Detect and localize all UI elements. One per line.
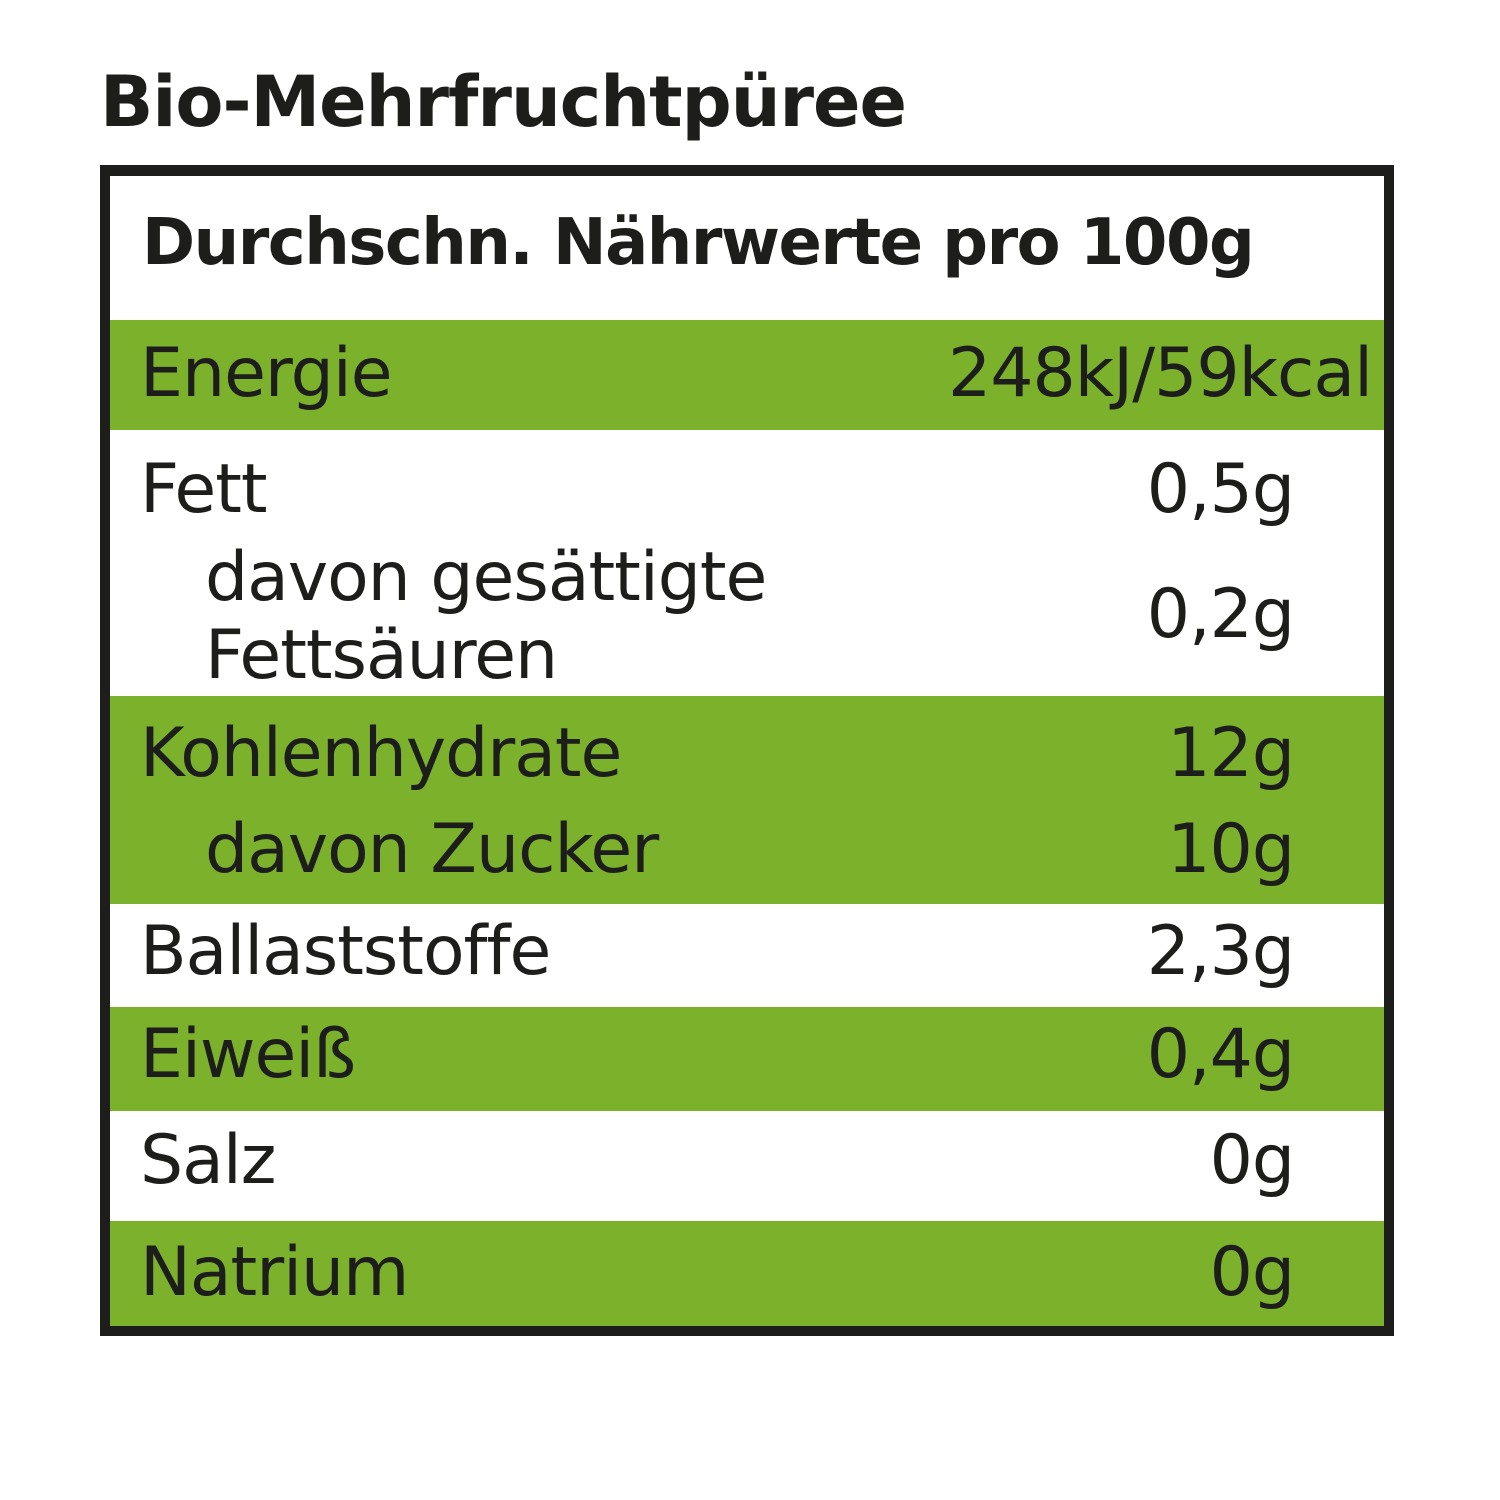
- row-value: 0,2g: [1146, 575, 1295, 654]
- row-value: 2,3g: [1146, 912, 1295, 991]
- table-header: Durchschn. Nährwerte pro 100g: [110, 176, 1384, 320]
- product-title: Bio-Mehrfruchtpüree: [100, 61, 907, 143]
- nutrition-table: Durchschn. Nährwerte pro 100g Energie 24…: [100, 165, 1394, 1336]
- row-label: Natrium: [140, 1233, 409, 1312]
- header-text: Durchschn. Nährwerte pro 100g: [142, 206, 1255, 280]
- row-label: Salz: [140, 1121, 276, 1200]
- row-value: 12g: [1167, 714, 1295, 793]
- row-label: Eiweiß: [140, 1015, 356, 1094]
- row-label-cont: Fettsäuren: [205, 616, 558, 695]
- row-value: 0g: [1209, 1233, 1295, 1312]
- row-eiweiss: Eiweiß 0,4g: [110, 1007, 1384, 1111]
- row-salz: Salz 0g: [110, 1111, 1384, 1221]
- row-label: Fett: [140, 450, 268, 529]
- row-energie: Energie 248kJ/59kcal: [110, 320, 1384, 430]
- row-label: Kohlenhydrate: [140, 714, 622, 793]
- row-value: 10g: [1167, 810, 1295, 889]
- row-value: 0,4g: [1146, 1015, 1295, 1094]
- row-value: 248kJ/59kcal: [948, 334, 1373, 413]
- row-label: Ballaststoffe: [140, 912, 551, 991]
- row-value: 0g: [1209, 1121, 1295, 1200]
- row-label: davon gesättigte: [205, 538, 767, 617]
- row-label: davon Zucker: [205, 810, 659, 889]
- row-ballaststoffe: Ballaststoffe 2,3g: [110, 904, 1384, 1007]
- row-value: 0,5g: [1146, 450, 1295, 529]
- row-label: Energie: [140, 334, 393, 413]
- row-group-kohlenhydrate: Kohlenhydrate 12g davon Zucker 10g: [110, 696, 1384, 904]
- row-group-fett: Fett 0,5g davon gesättigte Fettsäuren 0,…: [110, 430, 1384, 696]
- row-natrium: Natrium 0g: [110, 1221, 1384, 1326]
